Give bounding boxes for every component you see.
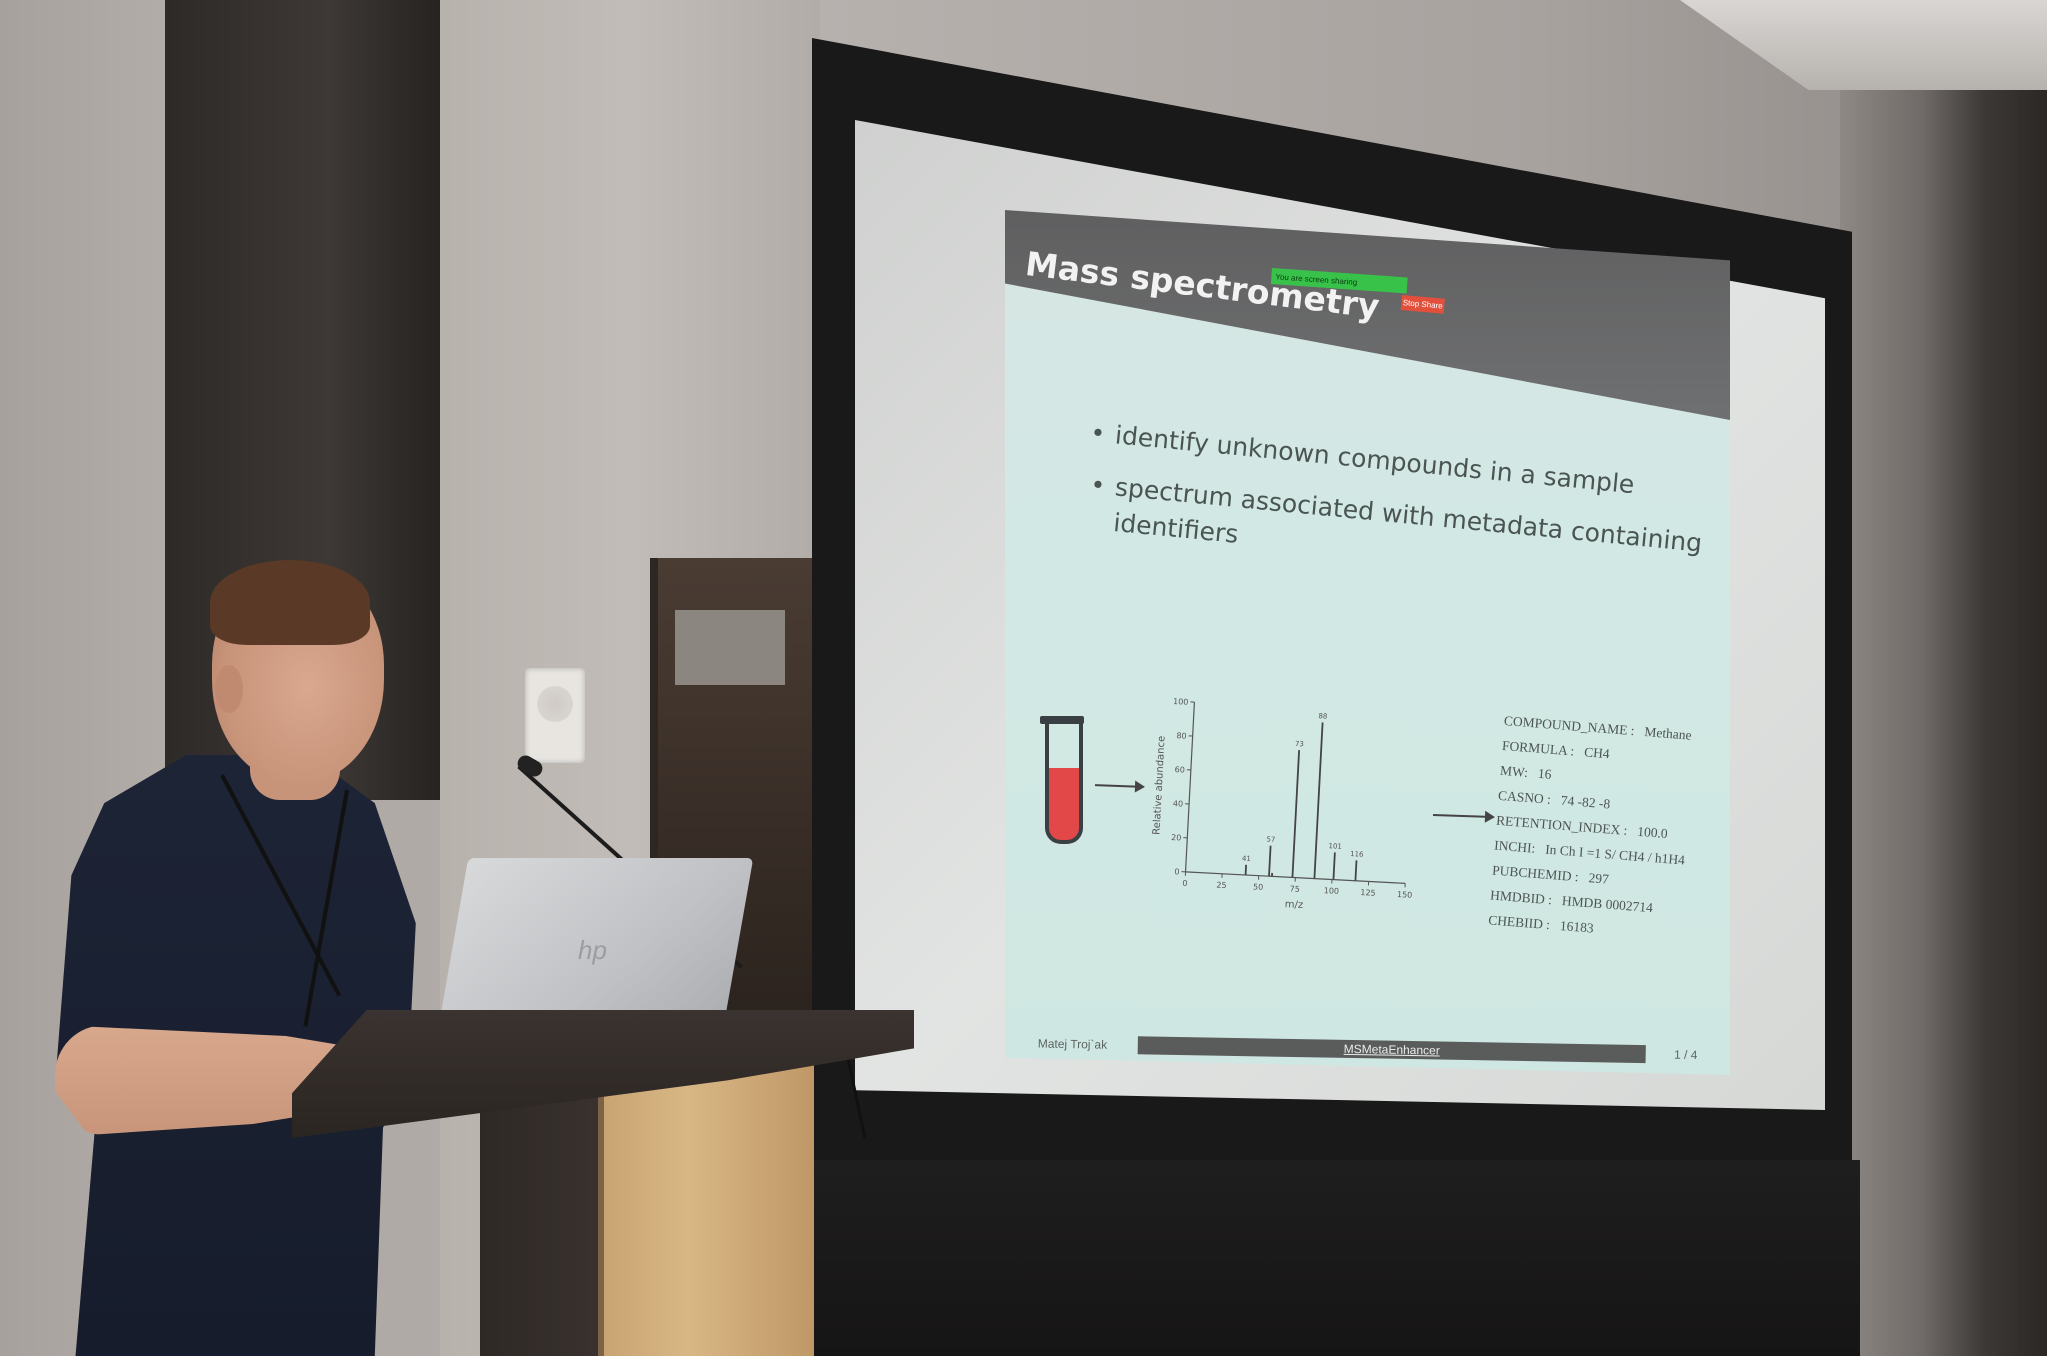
spectrum-peak	[1354, 860, 1358, 881]
test-tube-icon	[1045, 720, 1083, 844]
peak-label: 41	[1242, 855, 1251, 863]
spectrum-peak	[1332, 852, 1336, 880]
peak-label: 116	[1350, 850, 1364, 859]
mass-spectrum-chart: 0 20 40 60 80 100 0 25 50 75 100 125 150 41 57 73 88 101 1…	[1151, 697, 1413, 911]
y-tick-label: 20	[1171, 833, 1182, 843]
y-tick-label: 60	[1174, 765, 1185, 775]
wall-speaker	[525, 668, 585, 763]
metadata-value: 74 -82 -8	[1560, 792, 1611, 812]
footer-author: Matej Troj`ak	[1037, 1036, 1108, 1052]
footer-page-number: 1 / 4	[1673, 1047, 1698, 1063]
x-tick-label: 125	[1360, 888, 1376, 898]
x-tick-label: 25	[1216, 880, 1227, 890]
share-bar-text: You are screen sharing	[1275, 271, 1358, 287]
y-axis	[1184, 702, 1196, 872]
metadata-value: 16	[1537, 765, 1553, 782]
metadata-value: HMDB 0002714	[1561, 893, 1654, 916]
compound-metadata: COMPOUND_NAME : Methane FORMULA : CH4 MW: 16 C…	[1487, 708, 1695, 947]
presenter-ear	[215, 665, 243, 713]
peak-label: 73	[1295, 740, 1304, 748]
presenter-hair	[210, 560, 370, 645]
ceiling	[1680, 0, 2047, 90]
spectrum-peak	[1313, 722, 1324, 879]
test-tube-cap-icon	[1040, 716, 1084, 724]
metadata-key: CHEBIID :	[1487, 912, 1551, 933]
x-tick-label: 75	[1289, 884, 1300, 894]
y-tick-label: 40	[1173, 799, 1184, 809]
metadata-key: FORMULA :	[1501, 737, 1575, 759]
spectrum-peak	[1244, 864, 1248, 876]
y-tick-label: 100	[1173, 697, 1189, 707]
y-axis-label: Relative abundance	[1151, 736, 1167, 836]
y-tick-label: 0	[1174, 867, 1180, 876]
spectrum-peak	[1268, 845, 1272, 877]
metadata-key: INCHI:	[1493, 837, 1536, 856]
x-tick-label: 150	[1397, 890, 1413, 900]
door-window	[675, 610, 785, 685]
metadata-value: Methane	[1643, 724, 1693, 743]
screen-base-drape	[800, 1160, 1860, 1356]
metadata-value: 100.0	[1636, 823, 1669, 842]
x-tick-label: 100	[1324, 886, 1340, 896]
metadata-key: PUBCHEMID :	[1491, 862, 1580, 885]
peak-label: 101	[1328, 842, 1342, 851]
y-tick-label: 80	[1176, 731, 1187, 741]
peak-label: 88	[1318, 712, 1327, 720]
metadata-key: HMDBID :	[1489, 887, 1553, 908]
metadata-value: CH4	[1583, 744, 1611, 762]
metadata-value: 16183	[1559, 918, 1595, 936]
spectrum-peak	[1291, 750, 1301, 878]
x-axis-label: m/z	[1284, 899, 1303, 911]
x-tick-label: 0	[1182, 879, 1188, 888]
metadata-key: CASNO :	[1497, 787, 1552, 807]
metadata-key: MW:	[1499, 762, 1529, 780]
peak-label: 57	[1266, 835, 1275, 843]
laptop-logo: hp	[578, 935, 607, 965]
x-tick-label: 50	[1253, 882, 1264, 892]
wall-right	[1840, 0, 2047, 1356]
metadata-value: 297	[1588, 870, 1610, 887]
